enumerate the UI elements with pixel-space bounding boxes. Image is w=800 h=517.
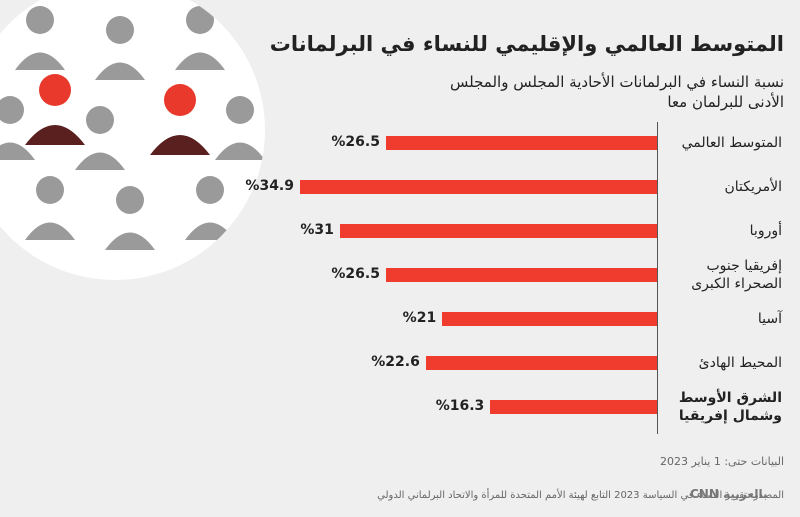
value-label: %22.6	[371, 354, 420, 370]
axis-line	[657, 122, 658, 434]
category-label: آسيا	[757, 311, 782, 327]
logo: CNN بالعربية	[690, 487, 768, 501]
category-label: أوروبا	[749, 223, 782, 239]
value-label: %26.5	[331, 134, 380, 150]
category-label: المحيط الهادئ	[698, 355, 782, 371]
bar	[385, 268, 657, 282]
value-label: %31	[300, 222, 334, 238]
value-label: %34.9	[245, 178, 294, 194]
value-label: %21	[402, 310, 437, 326]
decoration	[0, 0, 265, 280]
category-label: المتوسط العالمي	[681, 135, 782, 151]
value-label: %26.5	[331, 266, 380, 282]
bar	[300, 180, 657, 194]
bar	[442, 312, 657, 326]
chart-title: المتوسط العالمي والإقليمي للنساء في البر…	[269, 32, 784, 56]
category-label: الأمريكتان	[724, 179, 783, 195]
source: المصدر: تقرير النساء في السياسة 2023 الت…	[377, 490, 784, 501]
note: البيانات حتى: 1 يناير 2023	[659, 455, 784, 468]
bar	[339, 224, 657, 238]
category-label: إفريقيا جنوب الصحراء الكبرى	[691, 258, 782, 292]
chart-subtitle: نسبة النساء في البرلمانات الأحادية المجل…	[450, 73, 784, 111]
value-label: %16.3	[435, 398, 485, 414]
category-label: الشرق الأوسط وشمال إفريقيا	[678, 390, 782, 424]
bar	[425, 356, 657, 370]
bar	[490, 400, 657, 414]
bar	[385, 136, 657, 150]
